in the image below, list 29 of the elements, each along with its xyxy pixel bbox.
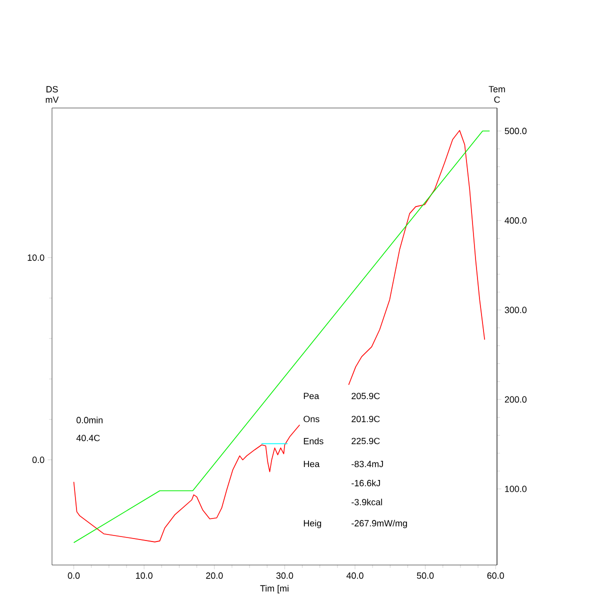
y2-tick-label: 200.0	[504, 396, 527, 403]
x-tick-label: 50.0	[416, 572, 434, 579]
annotation: -83.4mJ	[352, 460, 383, 468]
y-axis-title: DS mV	[46, 86, 59, 103]
annotation: 205.9C	[352, 392, 380, 400]
annotation: Hea	[304, 460, 320, 468]
annotation: Ends	[304, 438, 324, 444]
x-tick-label: 60.0	[487, 572, 504, 579]
x-tick-label: 30.0	[276, 572, 294, 579]
annotation: Ons	[304, 416, 320, 422]
y2-tick-label: 300.0	[504, 306, 527, 314]
x-tick-label: 20.0	[206, 572, 223, 579]
annotation: 0.0min	[76, 416, 103, 424]
annotation: Heig	[304, 520, 322, 528]
x-tick-label: 40.0	[346, 572, 364, 579]
annotation: 201.9C	[352, 416, 380, 422]
y2-axis-title: Tem C	[488, 86, 505, 103]
annotation: 225.9C	[352, 438, 380, 444]
annotation: Pea	[304, 392, 320, 400]
annotation: -267.9mW/mg	[352, 520, 407, 528]
x-tick-label: 10.0	[136, 572, 152, 579]
x-tick-label: 0.0	[68, 572, 80, 579]
annotation: -16.6kJ	[352, 480, 380, 486]
y2-tick-label: 100.0	[505, 486, 527, 492]
y2-tick-label: 400.0	[504, 217, 527, 224]
y2-tick-label: 500.0	[504, 128, 527, 134]
x-axis-title: Tim [mi	[260, 584, 288, 594]
annotation: -3.9kcal	[352, 498, 382, 506]
annotation: 40.4C	[76, 434, 100, 442]
